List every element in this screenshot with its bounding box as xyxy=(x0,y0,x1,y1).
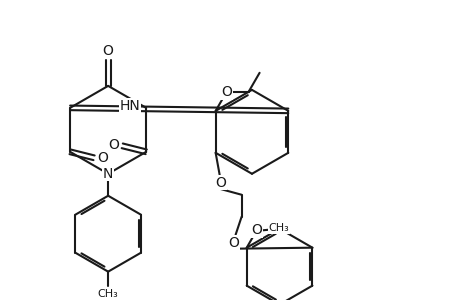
Text: O: O xyxy=(97,151,108,165)
Text: CH₃: CH₃ xyxy=(98,289,118,298)
Text: O: O xyxy=(102,44,113,58)
Text: O: O xyxy=(215,176,225,190)
Text: O: O xyxy=(107,138,118,152)
Text: CH₃: CH₃ xyxy=(268,224,288,233)
Text: O: O xyxy=(251,224,262,237)
Text: HN: HN xyxy=(120,99,140,113)
Text: O: O xyxy=(221,85,231,99)
Text: O: O xyxy=(228,236,239,250)
Text: N: N xyxy=(103,167,113,181)
